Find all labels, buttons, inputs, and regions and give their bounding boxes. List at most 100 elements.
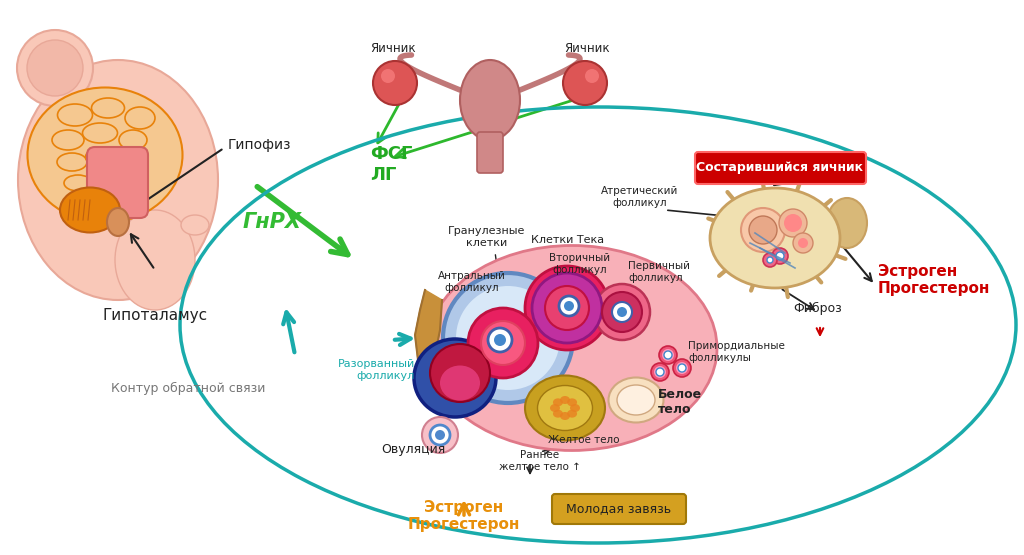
Ellipse shape [567,398,578,406]
Circle shape [654,366,666,378]
Circle shape [664,351,672,359]
Circle shape [763,253,777,267]
Circle shape [676,362,688,374]
Text: Яичник: Яичник [564,42,610,55]
Text: ФСГ
ЛГ: ФСГ ЛГ [370,145,413,184]
Ellipse shape [91,170,121,186]
Circle shape [798,238,808,248]
Circle shape [545,286,589,330]
Circle shape [381,69,395,83]
Ellipse shape [567,410,578,418]
Text: Яичник: Яичник [371,42,416,55]
Ellipse shape [106,208,129,236]
Circle shape [594,284,650,340]
Text: Гранулезные
клетки: Гранулезные клетки [449,226,525,248]
Ellipse shape [460,60,520,140]
Text: Молодая завязь: Молодая завязь [566,502,672,516]
Ellipse shape [115,210,195,310]
Circle shape [468,308,538,378]
Text: Состарившийся яичник: Состарившийся яичник [696,162,863,174]
Ellipse shape [28,88,182,223]
Ellipse shape [52,130,84,150]
Circle shape [776,252,784,260]
Text: Контур обратной связи: Контур обратной связи [111,381,265,395]
Circle shape [612,302,632,322]
Text: Желтое тело: Желтое тело [548,435,620,445]
Ellipse shape [553,410,563,418]
Circle shape [779,209,807,237]
Text: Антральный
фолликул: Антральный фолликул [438,271,506,293]
Circle shape [559,296,579,316]
Ellipse shape [125,107,155,129]
Ellipse shape [827,198,867,248]
Text: Белое
тело: Белое тело [658,388,702,416]
Circle shape [749,216,777,244]
Text: Раннее
желтое тело ↑: Раннее желтое тело ↑ [499,450,581,472]
Circle shape [17,30,93,106]
Text: Клетки Тека: Клетки Тека [531,235,604,245]
Circle shape [532,273,602,343]
Ellipse shape [18,60,218,300]
Circle shape [659,346,677,364]
Circle shape [488,328,512,352]
Text: Гипофиз: Гипофиз [228,138,292,152]
Ellipse shape [91,98,125,118]
Text: Примордиальные
фолликулы: Примордиальные фолликулы [688,341,784,363]
Ellipse shape [414,339,496,417]
Ellipse shape [119,153,145,171]
Circle shape [673,359,691,377]
Ellipse shape [570,404,580,412]
Circle shape [784,214,802,232]
Text: Первичный
фолликул: Первичный фолликул [628,261,690,283]
Ellipse shape [85,148,119,166]
Text: Атретический
фолликул: Атретический фолликул [601,186,679,208]
Ellipse shape [617,385,655,415]
FancyBboxPatch shape [695,152,866,184]
Circle shape [525,266,609,350]
Ellipse shape [57,104,92,126]
Ellipse shape [440,366,480,401]
Ellipse shape [525,376,605,441]
Text: Вторичный
фолликул: Вторичный фолликул [550,254,610,275]
Circle shape [430,425,450,445]
Ellipse shape [550,404,560,412]
Circle shape [27,40,83,96]
Text: Овуляция: Овуляция [381,443,445,456]
Ellipse shape [427,245,717,451]
Circle shape [564,301,574,311]
Ellipse shape [181,215,209,235]
Circle shape [617,307,627,317]
Ellipse shape [608,377,664,422]
Text: ГнРХ: ГнРХ [243,212,302,232]
Text: Фиброз: Фиброз [794,302,843,315]
Ellipse shape [63,175,92,191]
Text: Эстроген
Прогестерон: Эстроген Прогестерон [408,500,520,532]
Circle shape [793,233,813,253]
Circle shape [656,368,664,376]
Circle shape [456,286,560,390]
Circle shape [481,321,525,365]
Circle shape [767,257,773,263]
FancyBboxPatch shape [477,132,503,173]
Ellipse shape [118,175,142,191]
Ellipse shape [60,188,120,233]
Circle shape [435,430,445,440]
Ellipse shape [560,396,570,404]
Circle shape [585,69,599,83]
Circle shape [678,364,686,372]
Ellipse shape [710,188,840,288]
Ellipse shape [57,153,87,171]
Circle shape [741,208,785,252]
Circle shape [373,61,417,105]
Ellipse shape [119,130,147,150]
Text: Разорванный
фолликул: Разорванный фолликул [338,359,415,381]
Ellipse shape [560,412,570,420]
Circle shape [422,417,458,453]
Text: Эстроген
Прогестерон: Эстроген Прогестерон [878,264,990,296]
Polygon shape [415,290,442,380]
Circle shape [602,292,642,332]
Circle shape [772,248,788,264]
Circle shape [563,61,607,105]
FancyBboxPatch shape [552,494,686,524]
FancyBboxPatch shape [87,147,148,218]
